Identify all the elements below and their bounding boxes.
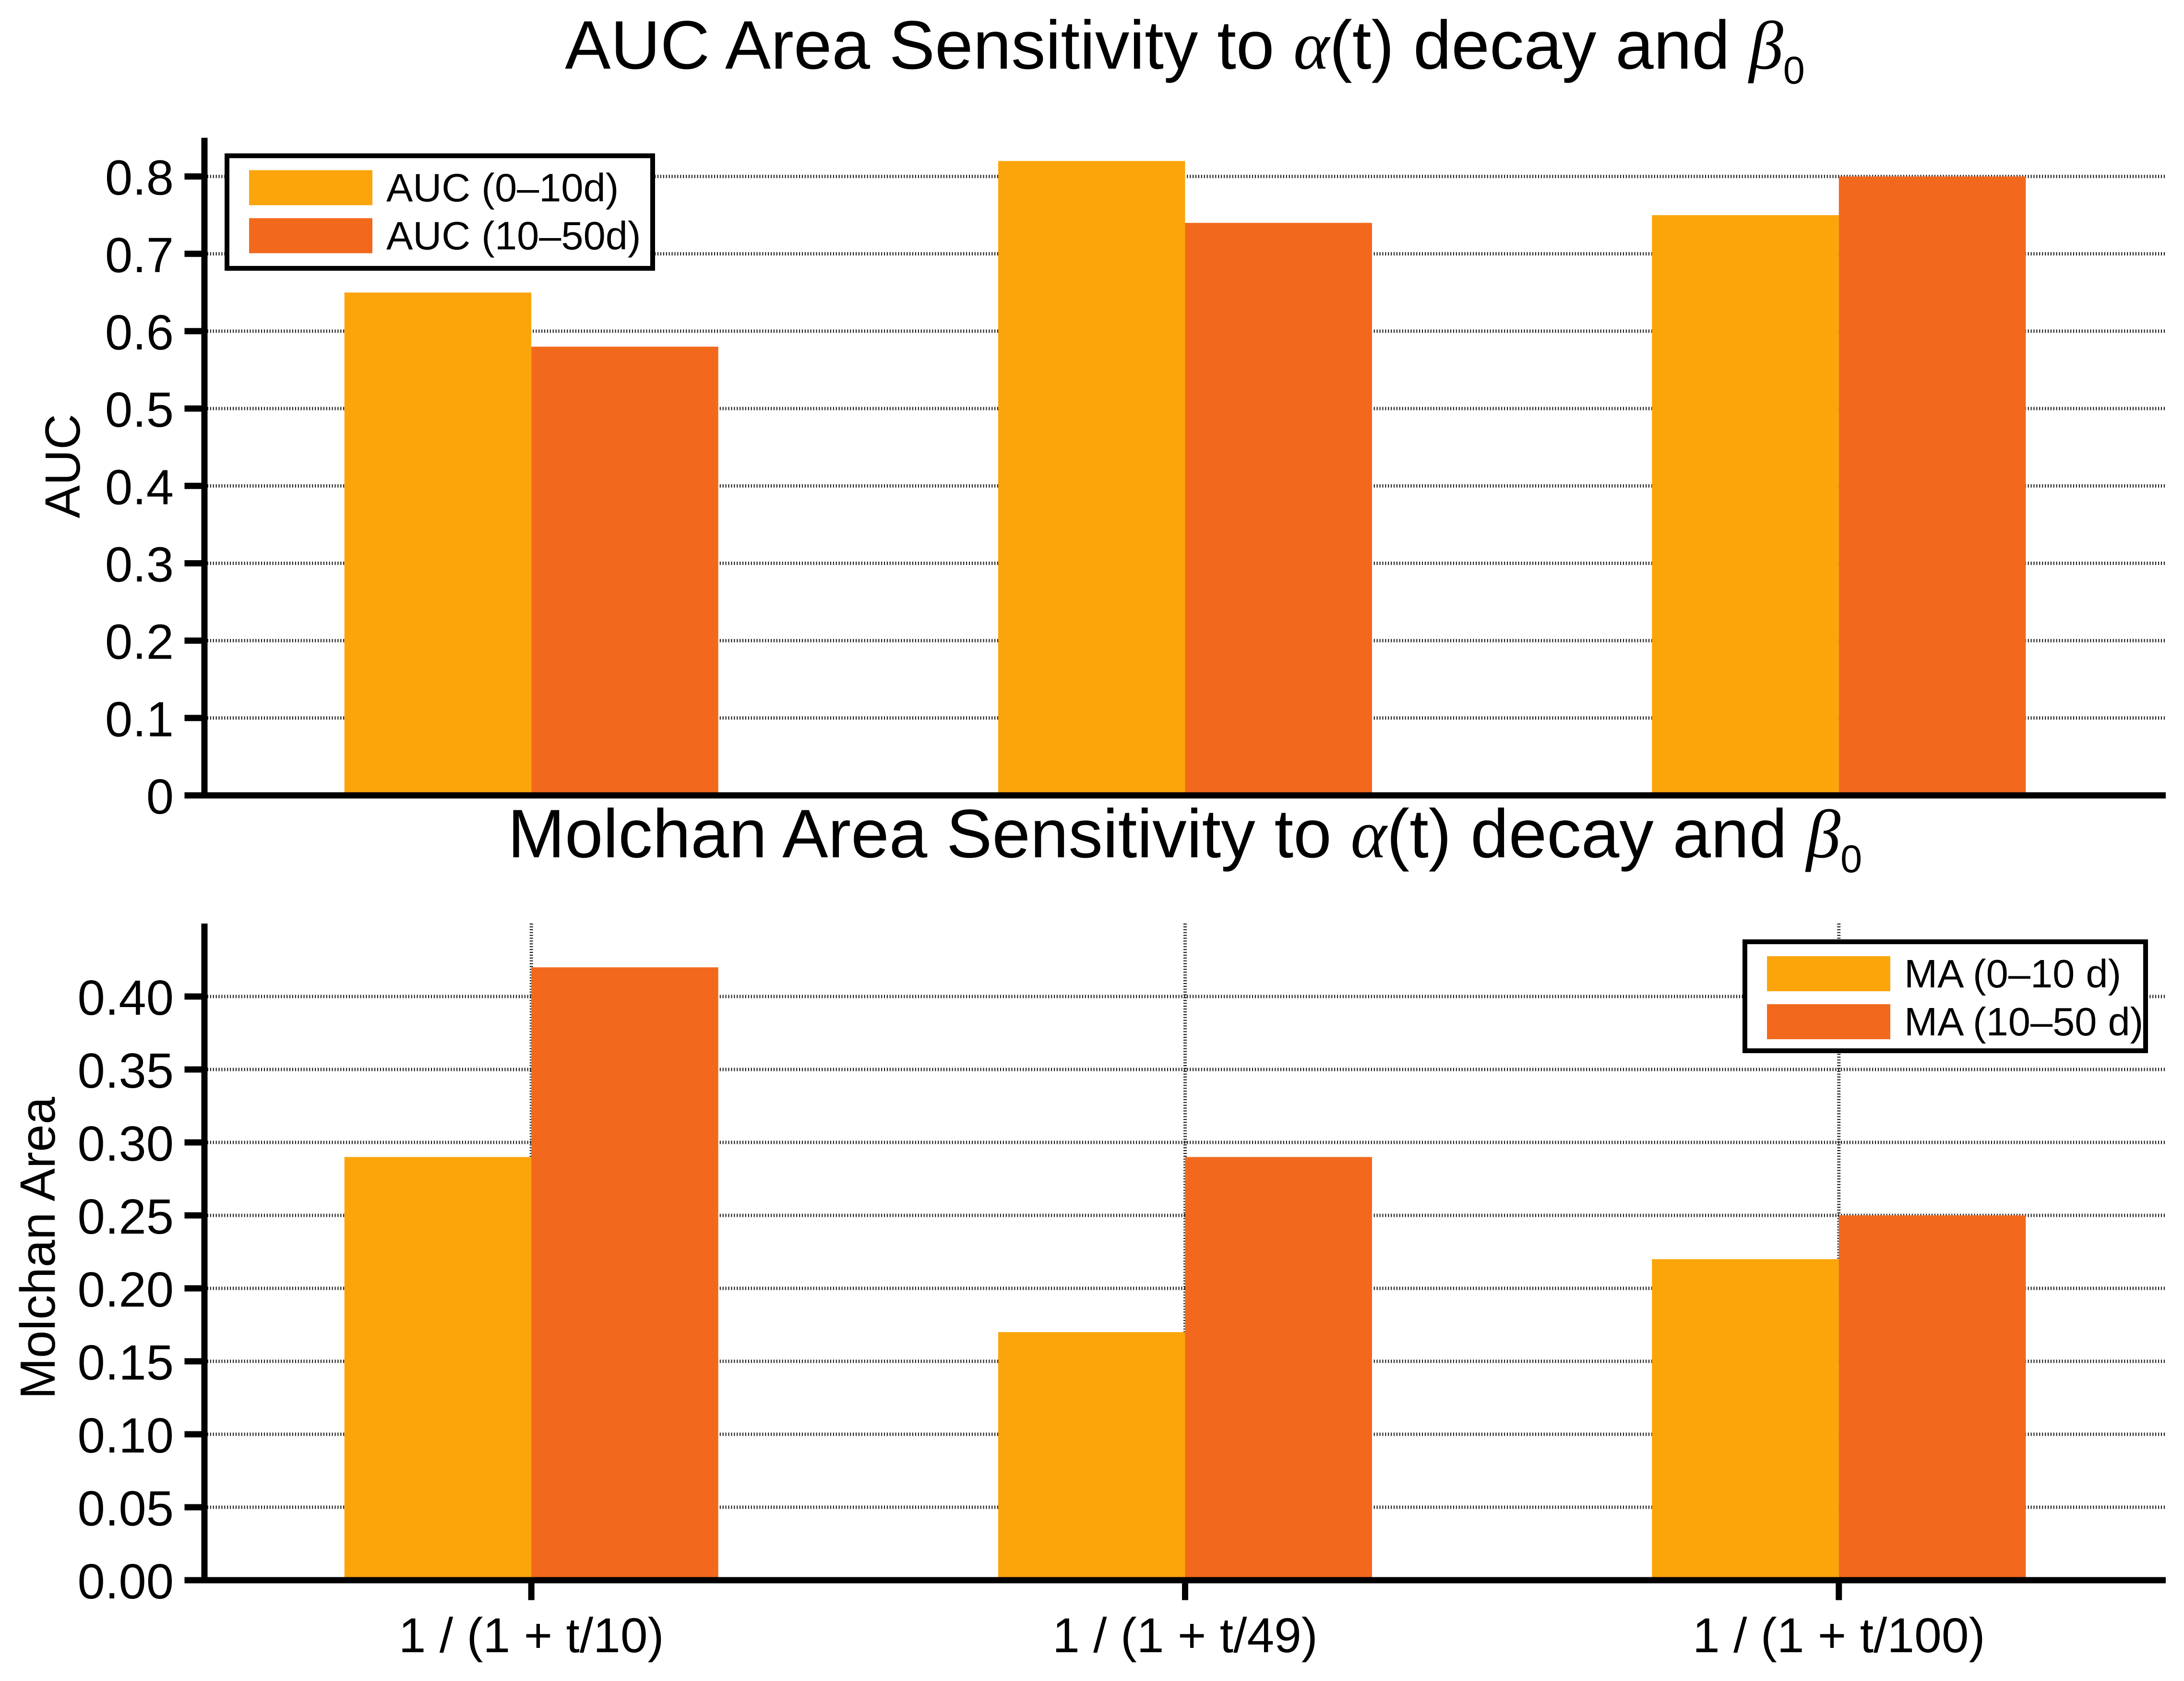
svg-text:0.7: 0.7 <box>105 228 174 283</box>
svg-text:0.5: 0.5 <box>105 382 174 437</box>
svg-text:Molchan Area: Molchan Area <box>10 1096 65 1399</box>
svg-text:1 / (1 + t/10): 1 / (1 + t/10) <box>399 1608 664 1663</box>
svg-text:0.3: 0.3 <box>105 537 174 592</box>
svg-text:0.4: 0.4 <box>105 459 174 515</box>
svg-text:0: 0 <box>146 769 174 824</box>
svg-text:0.20: 0.20 <box>78 1262 174 1317</box>
svg-text:MA (10–50 d): MA (10–50 d) <box>1904 999 2143 1044</box>
svg-text:AUC: AUC <box>35 414 90 518</box>
svg-text:0.00: 0.00 <box>78 1554 174 1609</box>
svg-text:0.6: 0.6 <box>105 305 174 360</box>
svg-text:1 / (1 + t/100): 1 / (1 + t/100) <box>1693 1608 1985 1663</box>
svg-text:0.2: 0.2 <box>105 614 174 670</box>
svg-text:MA (0–10 d): MA (0–10 d) <box>1904 951 2121 996</box>
svg-text:AUC (0–10d): AUC (0–10d) <box>386 166 619 210</box>
svg-text:0.8: 0.8 <box>105 150 174 205</box>
svg-text:0.35: 0.35 <box>78 1043 174 1098</box>
svg-text:0.05: 0.05 <box>78 1481 174 1536</box>
svg-text:0.1: 0.1 <box>105 692 174 747</box>
svg-text:0.15: 0.15 <box>78 1335 174 1390</box>
svg-text:0.10: 0.10 <box>78 1408 174 1463</box>
svg-text:0.25: 0.25 <box>78 1189 174 1244</box>
svg-text:1 / (1 + t/49): 1 / (1 + t/49) <box>1052 1608 1318 1663</box>
svg-text:AUC (10–50d): AUC (10–50d) <box>386 214 641 258</box>
svg-text:0.30: 0.30 <box>78 1116 174 1171</box>
svg-text:AUC Area Sensitivity to α(t) d: AUC Area Sensitivity to α(t) decay and β… <box>565 7 1805 92</box>
svg-text:0.40: 0.40 <box>78 970 174 1025</box>
svg-text:Molchan Area Sensitivity to α(: Molchan Area Sensitivity to α(t) decay a… <box>508 796 1862 881</box>
